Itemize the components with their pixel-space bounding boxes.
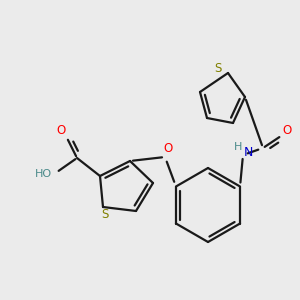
- Text: S: S: [214, 61, 222, 74]
- Text: O: O: [56, 124, 66, 137]
- Text: O: O: [282, 124, 292, 137]
- Text: H: H: [234, 142, 242, 152]
- Text: O: O: [164, 142, 172, 155]
- Text: HO: HO: [34, 169, 52, 179]
- Text: N: N: [243, 146, 253, 160]
- Text: S: S: [101, 208, 109, 221]
